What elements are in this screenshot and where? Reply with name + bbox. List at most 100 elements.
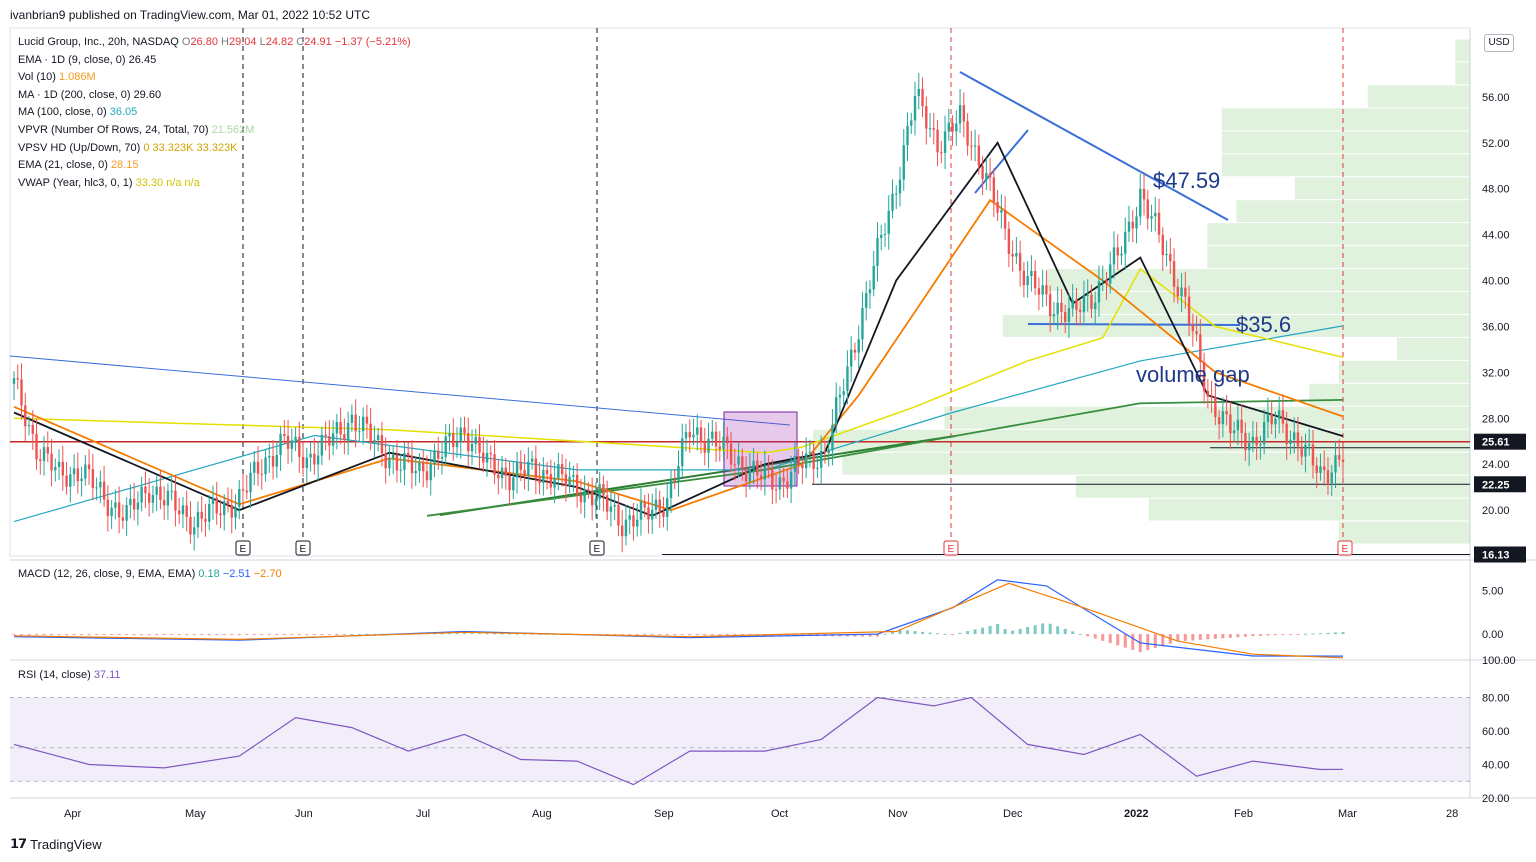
macd-histogram-bar: [643, 634, 647, 636]
macd-histogram-bar: [162, 634, 166, 636]
candle-body: [422, 461, 425, 472]
candle-body: [132, 498, 136, 510]
macd-histogram-bar: [1221, 634, 1225, 639]
candle-body: [1285, 423, 1288, 444]
candle-body: [579, 494, 583, 503]
currency-badge[interactable]: USD: [1484, 34, 1514, 52]
macd-histogram-bar: [57, 634, 61, 636]
candle-body: [350, 414, 354, 423]
macd-histogram-bar: [95, 634, 99, 636]
candle-body: [996, 202, 999, 213]
candle-body: [921, 88, 924, 107]
candle-body: [485, 452, 489, 463]
candle-body: [1041, 285, 1044, 295]
macd-histogram-bar: [1161, 634, 1165, 646]
legend-indicator[interactable]: VWAP (Year, hlc3, 0, 1) 33.30 n/a n/a: [18, 176, 200, 189]
candle-body: [12, 378, 16, 384]
candle-body: [673, 480, 676, 482]
candle-body: [268, 456, 271, 458]
legend-indicator[interactable]: MA (100, close, 0) 36.05: [18, 106, 138, 119]
candle-body: [1172, 261, 1176, 287]
candle-body: [853, 349, 857, 353]
candle-body: [771, 469, 774, 490]
price-tick-label: 48.00: [1482, 184, 1510, 196]
legend: Lucid Group, Inc., 20h, NASDAQ O26.80 H2…: [18, 34, 411, 192]
candle-body: [1022, 270, 1026, 286]
candle-body: [977, 145, 981, 166]
time-tick-label: 2022: [1124, 808, 1148, 820]
candle-body: [147, 493, 151, 503]
macd-histogram-bar: [688, 634, 692, 636]
candle-body: [797, 456, 800, 465]
macd-histogram-bar: [455, 633, 459, 635]
candle-body: [778, 477, 782, 490]
candle-body: [786, 481, 789, 489]
candle-body: [1161, 234, 1164, 256]
macd-histogram-bar: [1311, 633, 1315, 635]
candle-body: [1063, 311, 1067, 322]
candle-body: [125, 505, 128, 521]
earnings-marker: [943, 540, 959, 556]
tradingview-logo[interactable]: 𝟭𝟳 TradingView: [10, 836, 102, 852]
earnings-marker-label: E: [948, 544, 955, 555]
macd-histogram-bar: [342, 634, 346, 636]
macd-histogram-bar: [252, 634, 256, 636]
rsi-tick-label: 100.00: [1482, 655, 1516, 667]
macd-histogram-bar: [1048, 623, 1052, 635]
candle-body: [369, 423, 372, 443]
candle-body: [301, 456, 305, 468]
candle-body: [748, 469, 752, 482]
macd-histogram-bar: [440, 633, 444, 635]
candle-body: [106, 499, 110, 517]
earnings-marker-label: E: [300, 544, 307, 555]
candle-body: [699, 427, 703, 442]
macd-histogram-bar: [1018, 628, 1022, 635]
candle-body: [763, 466, 767, 480]
macd-histogram-bar: [913, 631, 917, 635]
legend-indicator[interactable]: Vol (10) 1.086M: [18, 71, 96, 84]
candle-body: [1082, 295, 1086, 312]
macd-histogram-bar: [981, 627, 985, 635]
legend-indicator[interactable]: VPVR (Number Of Rows, 24, Total, 70) 21.…: [18, 123, 255, 136]
macd-histogram-bar: [102, 634, 106, 636]
macd-histogram-bar: [1183, 634, 1187, 641]
candle-body: [951, 122, 954, 132]
legend-indicator[interactable]: MA · 1D (200, close, 0) 29.60: [18, 88, 162, 101]
candle-body: [65, 475, 68, 487]
candle-body: [827, 450, 830, 454]
candle-body: [681, 438, 684, 467]
legend-indicator[interactable]: EMA · 1D (9, close, 0) 26.45: [18, 53, 157, 66]
macd-histogram-bar: [906, 630, 910, 635]
candle-body: [1146, 199, 1149, 219]
macd-legend[interactable]: MACD (12, 26, close, 9, EMA, EMA) 0.18 −…: [18, 568, 282, 580]
candle-body: [57, 461, 61, 467]
symbol-title[interactable]: Lucid Group, Inc., 20h, NASDAQ: [18, 36, 179, 48]
macd-histogram-bar: [447, 633, 451, 635]
legend-indicator[interactable]: VPSV HD (Up/Down, 70) 0 33.323K 33.323K: [18, 141, 238, 154]
candle-body: [1116, 247, 1119, 256]
candle-body: [726, 436, 729, 444]
trendline-short: [974, 129, 1029, 194]
rsi-tick-label: 40.00: [1482, 760, 1510, 772]
candle-body: [639, 501, 643, 520]
candle-body: [403, 452, 406, 470]
rsi-legend[interactable]: RSI (14, close) 37.11: [18, 669, 121, 681]
macd-histogram-bar: [1236, 634, 1240, 638]
legend-symbol-row: Lucid Group, Inc., 20h, NASDAQ O26.80 H2…: [18, 34, 411, 52]
candle-body: [838, 394, 842, 398]
legend-indicator[interactable]: EMA (21, close, 0) 28.15: [18, 159, 139, 172]
candle-body: [42, 447, 46, 461]
price-tick-label: 24.00: [1482, 459, 1510, 471]
candle-body: [628, 515, 631, 520]
macd-histogram-bar: [155, 634, 159, 636]
rsi-band: [10, 697, 1470, 782]
candle-body: [260, 473, 263, 475]
candle-body: [508, 475, 511, 491]
candle-body: [241, 489, 245, 491]
candle-body: [399, 469, 402, 471]
macd-histogram-bar: [35, 634, 39, 636]
macd-histogram-bar: [485, 633, 489, 635]
candle-body: [662, 511, 665, 517]
macd-histogram-bar: [853, 634, 857, 637]
